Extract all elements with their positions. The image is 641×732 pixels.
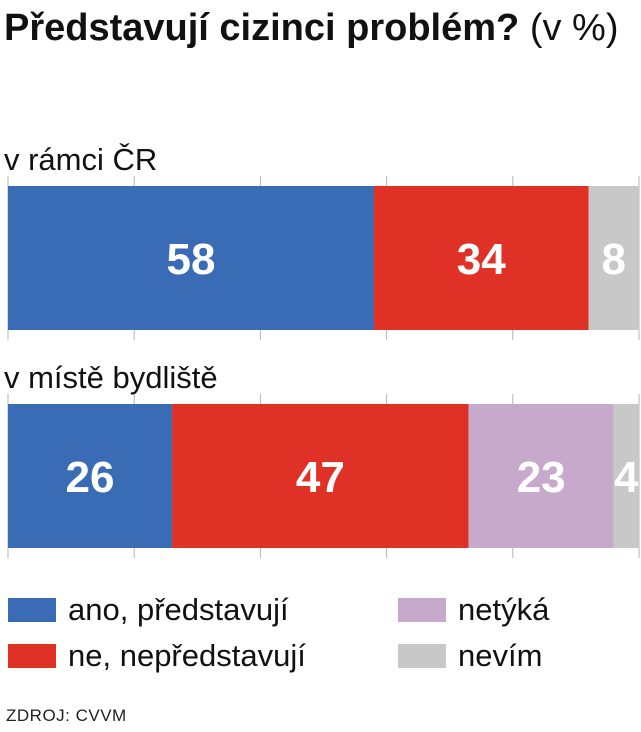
data-label-1-series-0: 26 bbox=[66, 453, 115, 502]
bar-1-series-0 bbox=[8, 404, 173, 548]
legend-swatch-nevim bbox=[398, 644, 446, 668]
chart-title: Představují cizinci problém? (v %) bbox=[4, 4, 618, 52]
bar-0-series-3 bbox=[588, 186, 639, 330]
bar-0-series-1 bbox=[373, 186, 589, 330]
data-label-1-series-1: 47 bbox=[296, 453, 345, 502]
legend-swatch-netyka bbox=[398, 598, 446, 622]
legend-swatch-ne bbox=[8, 644, 56, 668]
legend-item-ne: ne, nepředstavují bbox=[8, 638, 306, 674]
data-label-0-series-0: 58 bbox=[167, 235, 216, 284]
data-label-0-series-3: 8 bbox=[602, 235, 626, 284]
data-label-1-series-3: 4 bbox=[614, 453, 639, 502]
legend-item-ano: ano, představují bbox=[8, 592, 289, 628]
bar-0-series-0 bbox=[8, 186, 374, 330]
chart-title-unit: (v %) bbox=[529, 7, 619, 49]
source-note: ZDROJ: CVVM bbox=[6, 706, 127, 725]
legend-swatch-ano bbox=[8, 598, 56, 622]
legend-item-nevim: nevím bbox=[398, 638, 542, 674]
category-label-0: v rámci ČR bbox=[4, 142, 158, 177]
stacked-bar-chart: 58 34 8 26 47 23 4 bbox=[7, 176, 640, 558]
legend-label-ne: ne, nepředstavují bbox=[68, 638, 306, 673]
legend-label-ano: ano, představují bbox=[68, 592, 289, 627]
legend-item-netyka: netýká bbox=[398, 592, 549, 628]
legend-label-netyka: netýká bbox=[458, 592, 550, 627]
bar-1-series-3 bbox=[613, 404, 639, 548]
bar-1-series-2 bbox=[468, 404, 614, 548]
chart-title-text: Představují cizinci problém? bbox=[4, 7, 520, 49]
legend-label-nevim: nevím bbox=[458, 638, 543, 673]
category-label-1: v místě bydliště bbox=[4, 360, 218, 395]
data-label-0-series-1: 34 bbox=[457, 235, 506, 284]
bar-1-series-1 bbox=[172, 404, 469, 548]
data-label-1-series-2: 23 bbox=[517, 453, 566, 502]
